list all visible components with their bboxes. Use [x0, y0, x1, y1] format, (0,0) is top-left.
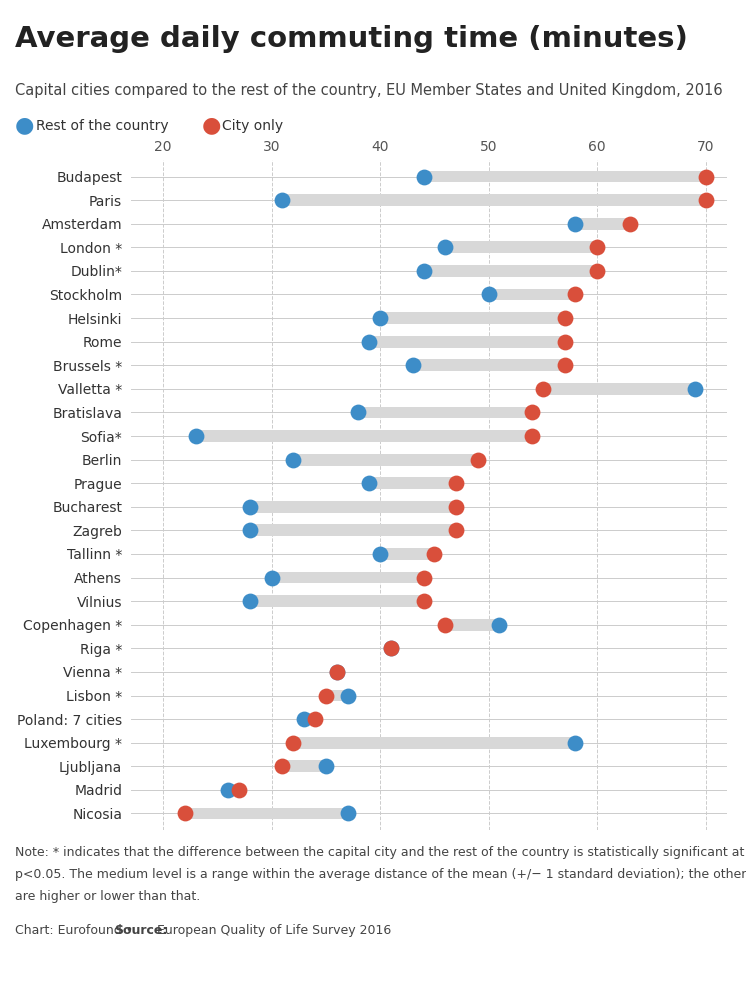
Point: [418, 593, 430, 609]
Text: Chart: Eurofound •: Chart: Eurofound •: [15, 924, 137, 937]
Point: [591, 263, 603, 279]
Point: [483, 286, 495, 303]
Point: [244, 498, 256, 515]
Point: [352, 404, 364, 420]
Point: [385, 640, 397, 656]
Point: [526, 404, 538, 420]
Point: [309, 712, 321, 728]
Point: [559, 310, 571, 326]
Point: [407, 357, 419, 373]
Point: [689, 381, 700, 397]
Point: [559, 357, 571, 373]
Point: [179, 805, 191, 821]
Text: European Quality of Life Survey 2016: European Quality of Life Survey 2016: [153, 924, 391, 937]
Text: p<0.05. The medium level is a range within the average distance of the mean (+/−: p<0.05. The medium level is a range with…: [15, 868, 746, 881]
Point: [363, 334, 375, 350]
Point: [494, 617, 506, 633]
Point: [439, 239, 451, 255]
Point: [700, 192, 712, 208]
Point: [418, 169, 430, 185]
Bar: [185, 808, 348, 819]
Bar: [293, 453, 477, 465]
Point: [363, 475, 375, 491]
Point: [385, 640, 397, 656]
Point: [342, 805, 354, 821]
Text: Rest of the country: Rest of the country: [36, 119, 169, 133]
Text: Average daily commuting time (minutes): Average daily commuting time (minutes): [15, 25, 688, 53]
Point: [244, 593, 256, 609]
Bar: [326, 689, 348, 701]
Point: [233, 782, 245, 798]
Point: [450, 475, 462, 491]
Point: [374, 546, 386, 562]
Point: [342, 687, 354, 704]
Point: [418, 263, 430, 279]
Point: [569, 286, 581, 303]
Point: [330, 664, 342, 680]
Point: [330, 664, 342, 680]
Point: [526, 428, 538, 444]
Point: [244, 523, 256, 539]
Bar: [543, 383, 695, 395]
Text: Source:: Source:: [114, 924, 168, 937]
Bar: [369, 477, 456, 489]
Text: are higher or lower than that.: are higher or lower than that.: [15, 890, 200, 903]
Point: [287, 735, 299, 751]
Point: [537, 381, 549, 397]
Bar: [380, 313, 565, 324]
Bar: [250, 525, 456, 537]
Bar: [272, 572, 424, 584]
Bar: [293, 737, 575, 749]
Bar: [369, 336, 565, 348]
Bar: [228, 784, 239, 796]
Bar: [358, 407, 532, 418]
Point: [439, 617, 451, 633]
Point: [591, 239, 603, 255]
Text: Capital cities compared to the rest of the country, EU Member States and United : Capital cities compared to the rest of t…: [15, 83, 723, 98]
Point: [277, 192, 289, 208]
Point: [559, 334, 571, 350]
Point: [320, 758, 332, 774]
Point: [222, 782, 234, 798]
Point: [320, 687, 332, 704]
Bar: [424, 265, 597, 276]
Point: [287, 451, 299, 467]
Point: [569, 735, 581, 751]
Point: [700, 169, 712, 185]
Point: [624, 216, 636, 232]
Text: ●: ●: [15, 116, 34, 136]
Bar: [195, 430, 532, 442]
Bar: [283, 194, 706, 206]
Bar: [304, 714, 315, 725]
Point: [428, 546, 440, 562]
Point: [189, 428, 201, 444]
Point: [277, 758, 289, 774]
Point: [418, 570, 430, 586]
Bar: [283, 761, 326, 772]
Point: [471, 451, 483, 467]
Point: [266, 570, 278, 586]
Bar: [250, 500, 456, 513]
Bar: [575, 218, 630, 229]
Text: City only: City only: [222, 119, 283, 133]
Point: [374, 310, 386, 326]
Bar: [413, 360, 565, 371]
Text: ●: ●: [201, 116, 221, 136]
Bar: [380, 548, 434, 560]
Bar: [445, 241, 597, 253]
Point: [569, 216, 581, 232]
Bar: [445, 619, 500, 631]
Point: [450, 523, 462, 539]
Text: Note: * indicates that the difference between the capital city and the rest of t: Note: * indicates that the difference be…: [15, 846, 745, 859]
Bar: [489, 288, 575, 300]
Point: [298, 712, 310, 728]
Point: [450, 498, 462, 515]
Bar: [424, 171, 706, 183]
Bar: [250, 595, 424, 607]
